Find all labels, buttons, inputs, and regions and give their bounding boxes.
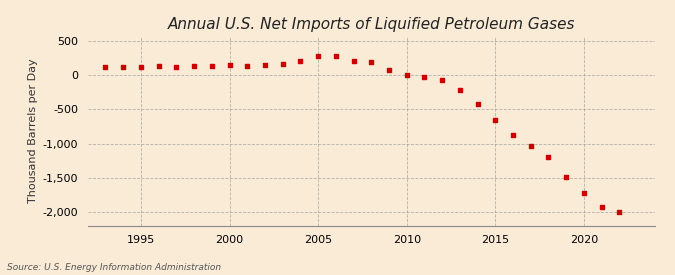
- Point: [348, 59, 359, 63]
- Point: [561, 175, 572, 179]
- Point: [277, 62, 288, 66]
- Point: [366, 59, 377, 64]
- Point: [295, 59, 306, 63]
- Point: [490, 117, 501, 122]
- Point: [578, 191, 589, 195]
- Point: [508, 133, 518, 137]
- Point: [136, 65, 146, 69]
- Point: [543, 155, 554, 160]
- Point: [153, 64, 164, 69]
- Point: [224, 63, 235, 68]
- Point: [454, 88, 465, 93]
- Point: [437, 78, 448, 83]
- Point: [525, 144, 536, 148]
- Title: Annual U.S. Net Imports of Liquified Petroleum Gases: Annual U.S. Net Imports of Liquified Pet…: [167, 17, 575, 32]
- Point: [171, 65, 182, 69]
- Point: [207, 64, 217, 69]
- Point: [419, 75, 430, 79]
- Y-axis label: Thousand Barrels per Day: Thousand Barrels per Day: [28, 58, 38, 203]
- Point: [383, 68, 394, 72]
- Point: [100, 65, 111, 69]
- Point: [259, 62, 270, 67]
- Point: [472, 102, 483, 106]
- Point: [401, 73, 412, 77]
- Point: [117, 65, 128, 70]
- Point: [188, 64, 200, 69]
- Text: Source: U.S. Energy Information Administration: Source: U.S. Energy Information Administ…: [7, 263, 221, 272]
- Point: [331, 54, 341, 58]
- Point: [596, 205, 607, 209]
- Point: [242, 64, 252, 68]
- Point: [313, 53, 323, 58]
- Point: [614, 210, 625, 214]
